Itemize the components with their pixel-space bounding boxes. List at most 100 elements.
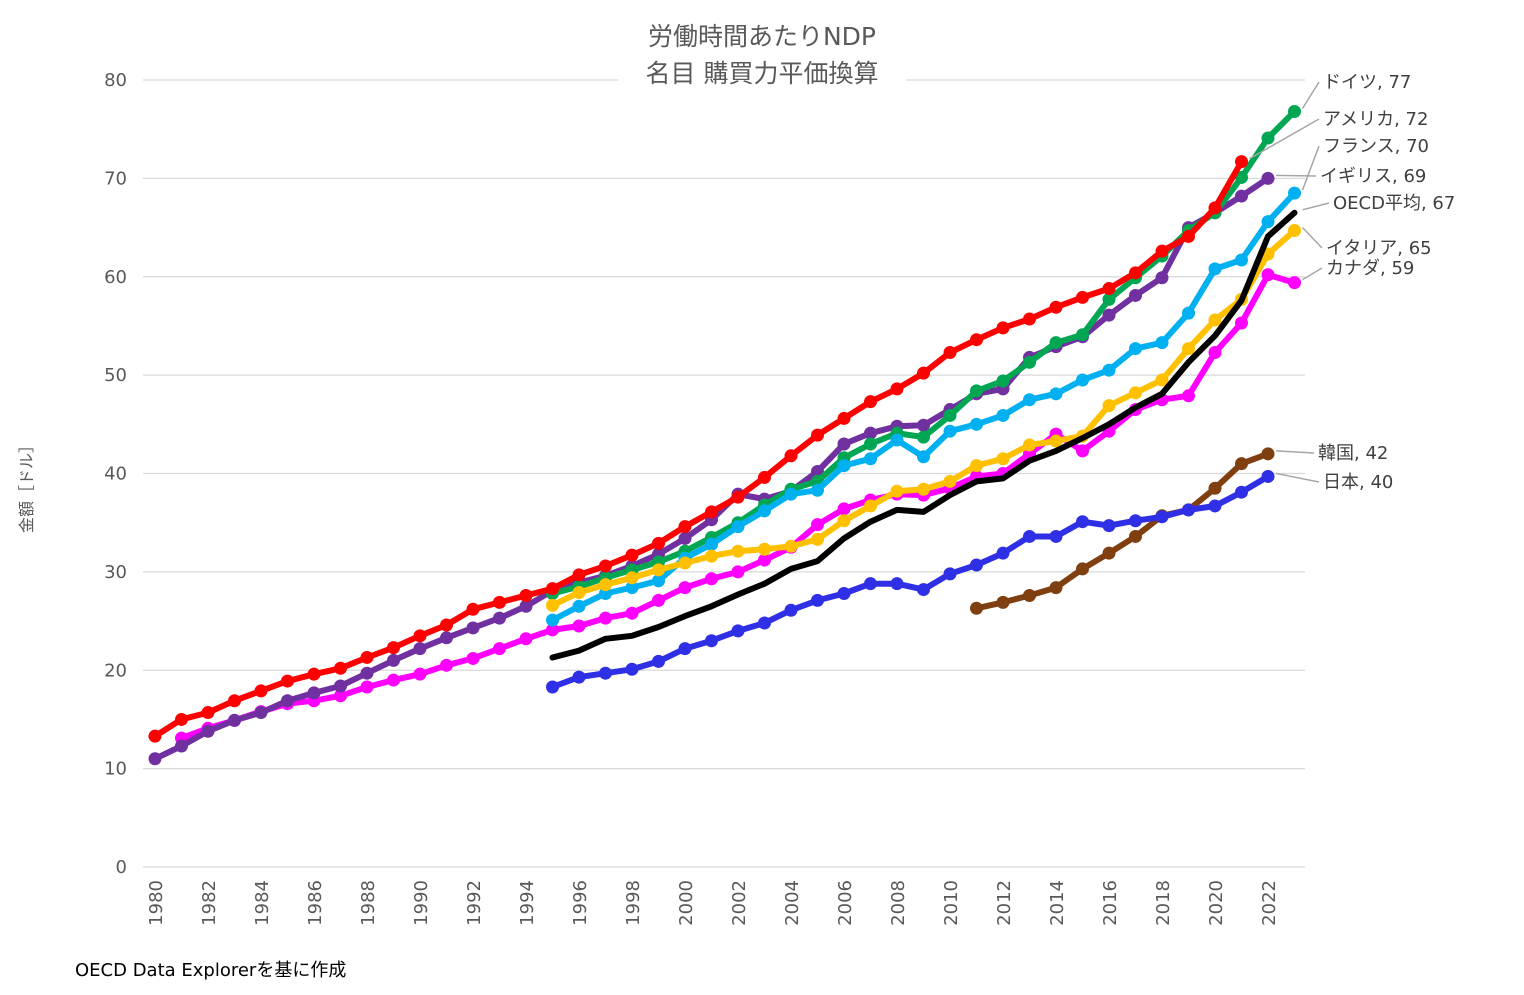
data-point: [970, 417, 983, 431]
data-point: [837, 411, 851, 425]
data-point: [917, 366, 930, 380]
data-point: [1235, 170, 1248, 184]
data-point: [493, 642, 506, 656]
data-point: [917, 583, 930, 597]
x-tick-label: 1994: [517, 880, 538, 926]
data-point: [493, 611, 506, 625]
data-point: [864, 395, 877, 409]
data-point: [1208, 345, 1222, 359]
data-point: [625, 606, 639, 620]
data-point: [943, 567, 957, 581]
x-tick-label: 2004: [782, 880, 803, 926]
data-point: [1155, 271, 1169, 285]
data-point: [784, 539, 798, 553]
data-point: [625, 571, 639, 585]
data-point: [731, 520, 745, 534]
data-point: [1049, 529, 1063, 543]
source-note: OECD Data Explorerを基に作成: [75, 960, 347, 981]
data-point: [1288, 224, 1301, 238]
data-point: [360, 650, 374, 664]
data-point: [175, 739, 188, 753]
data-point: [307, 667, 321, 681]
data-point: [1049, 300, 1063, 314]
data-point: [890, 577, 904, 591]
y-tick-label: 50: [104, 365, 127, 386]
data-point: [1208, 313, 1222, 327]
x-tick-label: 1980: [146, 880, 167, 926]
data-point: [546, 623, 559, 637]
x-tick-label: 2000: [676, 880, 697, 926]
data-point: [1129, 288, 1142, 302]
data-point: [1182, 306, 1195, 320]
series-group: [148, 104, 1301, 766]
data-point: [970, 601, 983, 615]
leader-line: [1301, 226, 1323, 249]
y-tick-label: 20: [104, 660, 127, 681]
data-point: [731, 624, 745, 638]
data-point: [864, 426, 877, 440]
series-label: カナダ, 59: [1326, 258, 1414, 279]
data-point: [1129, 342, 1142, 356]
x-tick-label: 2008: [888, 880, 909, 926]
data-point: [519, 632, 533, 646]
data-point: [890, 433, 904, 447]
x-tick-label: 2002: [729, 880, 750, 926]
series-label: イタリア, 65: [1326, 238, 1432, 259]
data-point: [970, 558, 983, 572]
x-tick-label: 1996: [570, 880, 591, 926]
data-point: [652, 574, 665, 588]
data-point: [1261, 447, 1275, 461]
data-point: [466, 651, 480, 665]
data-point: [1049, 434, 1063, 448]
data-point: [864, 437, 877, 451]
title: 労働時間あたりNDP: [648, 22, 876, 51]
data-point: [1076, 515, 1089, 529]
data-point: [148, 752, 162, 766]
data-point: [572, 568, 586, 582]
leader-line: [1275, 450, 1315, 454]
series-label: 日本, 40: [1323, 472, 1393, 493]
data-point: [758, 470, 771, 484]
data-point: [811, 532, 824, 546]
data-point: [652, 654, 665, 668]
data-point: [1235, 155, 1248, 169]
data-point: [1023, 588, 1036, 602]
data-point: [837, 514, 851, 528]
data-point: [1076, 328, 1089, 342]
data-point: [546, 598, 559, 612]
data-point: [387, 641, 400, 655]
data-point: [837, 459, 851, 473]
series-label: フランス, 70: [1323, 136, 1429, 157]
leader-line: [1302, 202, 1330, 211]
data-point: [1102, 363, 1116, 377]
data-point: [705, 572, 718, 586]
data-point: [281, 674, 294, 688]
data-point: [546, 613, 559, 627]
data-point: [864, 499, 877, 513]
data-point: [943, 408, 957, 422]
data-point: [1129, 529, 1142, 543]
data-point: [1288, 186, 1301, 200]
data-point: [1102, 546, 1116, 560]
data-point: [1023, 312, 1036, 326]
data-point: [413, 667, 427, 681]
series-label: 韓国, 42: [1318, 443, 1388, 464]
data-point: [996, 452, 1010, 466]
data-point: [440, 658, 453, 672]
data-point: [996, 374, 1010, 388]
data-point: [1235, 485, 1248, 499]
data-point: [572, 670, 586, 684]
data-point: [1182, 389, 1195, 403]
data-point: [1235, 457, 1248, 471]
data-point: [1049, 387, 1063, 401]
x-tick-label: 2014: [1047, 880, 1068, 926]
data-point: [1261, 268, 1275, 282]
data-point: [758, 504, 771, 518]
data-point: [1235, 189, 1248, 203]
data-point: [493, 595, 506, 609]
x-tick-label: 2010: [941, 880, 962, 926]
data-point: [546, 680, 559, 694]
leader-line: [1249, 118, 1320, 160]
data-point: [890, 382, 904, 396]
data-point: [599, 578, 612, 592]
